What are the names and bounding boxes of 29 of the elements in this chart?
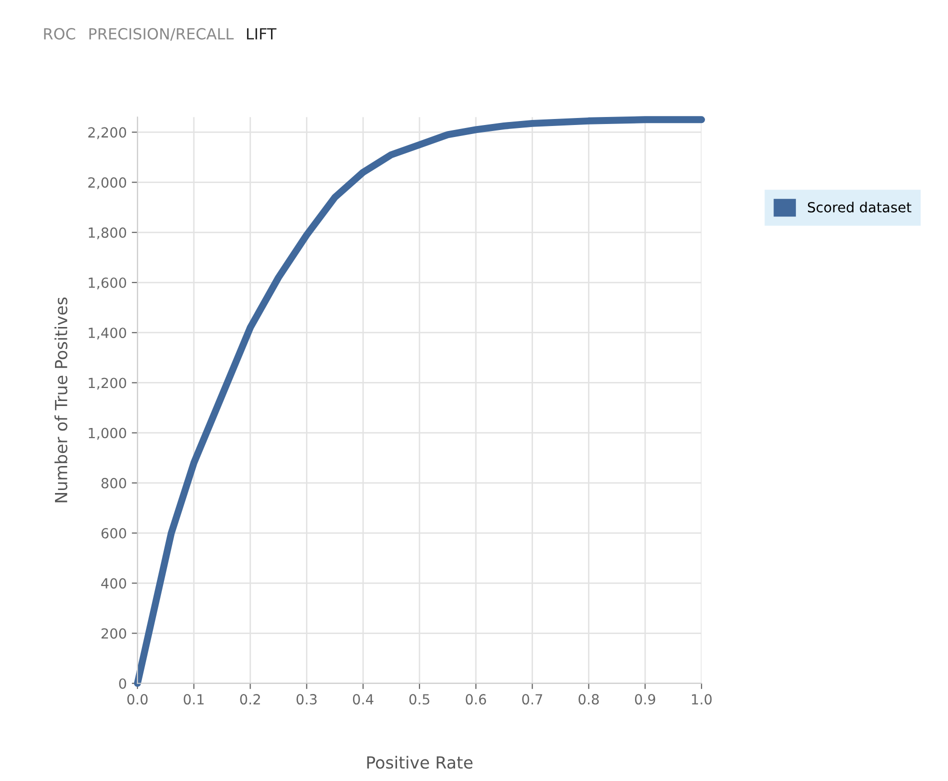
text: ROC bbox=[44, 28, 76, 40]
y-axis-title: Number of True Positives bbox=[54, 297, 68, 502]
x-tick-label: 0.5 bbox=[409, 694, 430, 705]
y-tick-label: 1,400 bbox=[88, 328, 126, 340]
x-tick-label: 0.1 bbox=[184, 694, 204, 705]
x-tick-label: 0.7 bbox=[522, 694, 542, 705]
x-tick-label: 0.6 bbox=[466, 694, 486, 705]
y-tick-label: 0 bbox=[119, 678, 126, 689]
y-tick-label: 1,000 bbox=[88, 428, 126, 440]
x-tick-label: 0.3 bbox=[296, 694, 317, 705]
y-tick-label: 200 bbox=[102, 628, 126, 639]
y-tick-label: 1,200 bbox=[88, 378, 126, 390]
y-tick-label: 2,000 bbox=[88, 177, 126, 190]
text: PRECISION/RECALL bbox=[89, 28, 234, 41]
legend-label: Scored dataset bbox=[808, 202, 912, 212]
x-tick-label: 0.2 bbox=[240, 694, 260, 705]
y-tick-label: 600 bbox=[102, 528, 126, 539]
y-tick-label: 800 bbox=[101, 478, 126, 488]
x-tick-label: 1.0 bbox=[692, 694, 712, 705]
y-tick-label: 1,600 bbox=[88, 277, 126, 290]
x-tick-label: 0.8 bbox=[578, 694, 599, 705]
y-tick-label: 400 bbox=[101, 578, 126, 589]
x-tick-label: 0.4 bbox=[352, 694, 374, 705]
x-axis-title: Positive Rate bbox=[367, 756, 472, 769]
y-tick-label: 2,200 bbox=[88, 127, 126, 140]
x-tick-label: 0.9 bbox=[634, 694, 656, 705]
text: LIFT bbox=[247, 28, 276, 40]
x-tick-label: 0.0 bbox=[127, 694, 148, 705]
y-tick-label: 1,800 bbox=[88, 227, 126, 240]
